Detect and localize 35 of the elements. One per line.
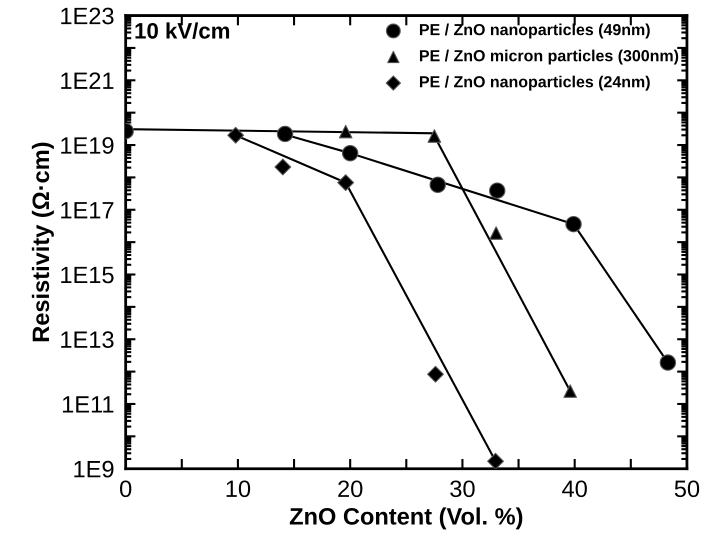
x-tick-label: 10 bbox=[226, 480, 250, 498]
point bbox=[227, 126, 244, 144]
point bbox=[342, 144, 358, 162]
y-tick-label: 1E15 bbox=[61, 266, 114, 284]
y-tick-label: 1E9 bbox=[74, 460, 114, 478]
legend-label: PE / ZnO nanoparticles (24nm) bbox=[420, 76, 650, 91]
point bbox=[487, 452, 504, 469]
legend-label: PE / ZnO nanoparticles (49nm) bbox=[420, 24, 650, 38]
annotation: 10 kV/cm bbox=[135, 22, 230, 39]
y-axis-title: Resistivity (Ω·cm) bbox=[32, 142, 54, 342]
x-axis-title: ZnO Content (Vol. %) bbox=[290, 507, 522, 530]
y-tick-label: 1E19 bbox=[61, 137, 114, 154]
point bbox=[274, 158, 292, 176]
y-tick-label: 1E17 bbox=[61, 202, 114, 218]
x-tick-label: 30 bbox=[450, 480, 475, 498]
point bbox=[430, 176, 446, 194]
legend-label: PE / ZnO micron particles (300nm) bbox=[420, 50, 678, 65]
point bbox=[489, 226, 503, 240]
point bbox=[338, 124, 352, 138]
point bbox=[489, 182, 506, 199]
x-tick-label: 20 bbox=[338, 480, 362, 498]
point bbox=[337, 174, 354, 192]
point bbox=[428, 129, 442, 143]
y-tick-label: 1E11 bbox=[62, 396, 114, 413]
y-tick-label: 1E23 bbox=[61, 8, 114, 24]
x-tick-label: 50 bbox=[674, 480, 700, 498]
point bbox=[427, 366, 444, 383]
point bbox=[660, 354, 676, 371]
x-tick-label: 0 bbox=[120, 480, 132, 498]
point bbox=[565, 216, 582, 232]
point bbox=[276, 126, 294, 142]
y-tick-label: 1E13 bbox=[61, 331, 114, 348]
y-tick-label: 1E21 bbox=[61, 72, 114, 89]
point bbox=[563, 384, 577, 398]
x-tick-label: 40 bbox=[562, 480, 587, 498]
